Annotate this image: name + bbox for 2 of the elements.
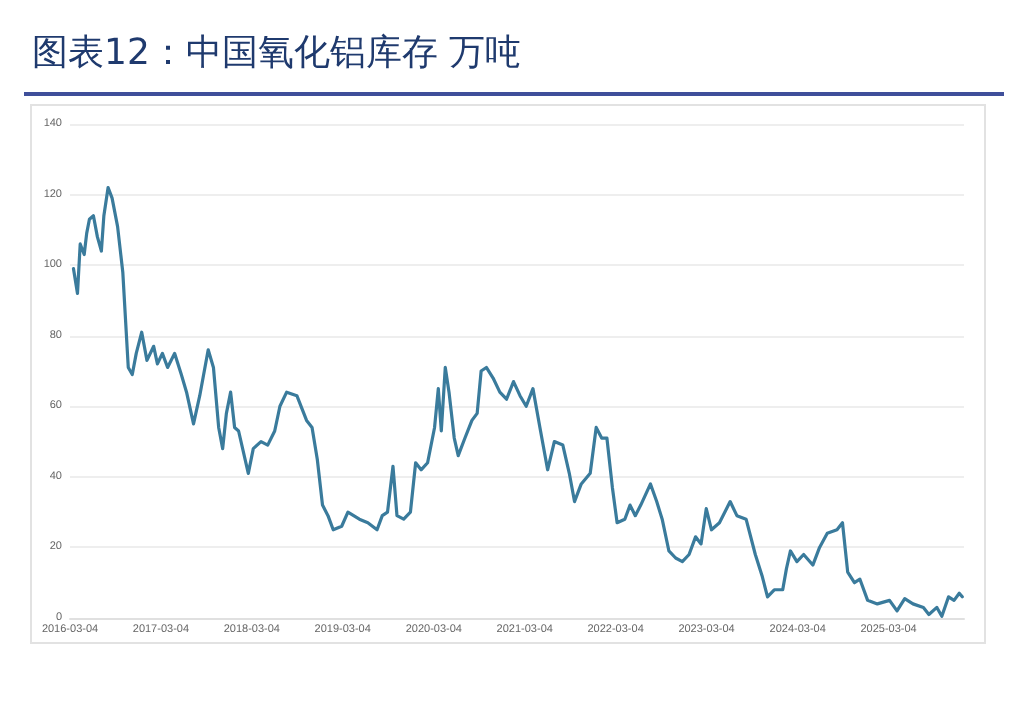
line-series	[71, 185, 964, 618]
chart-title: 图表12：中国氧化铝库存 万吨	[32, 30, 522, 76]
